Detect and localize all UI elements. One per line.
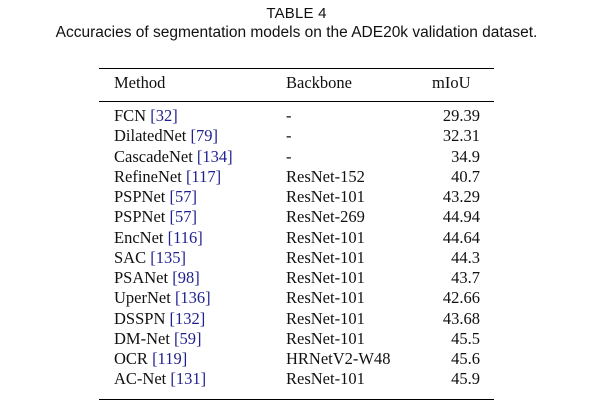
- top-rule: [99, 68, 494, 70]
- miou-cell: 43.29: [442, 187, 480, 206]
- backbone-cell: ResNet-101: [286, 308, 365, 328]
- backbone-cell: ResNet-152: [286, 166, 365, 186]
- miou-cell: 32.31: [442, 126, 480, 146]
- table-row: FCN [32] - 29.39: [0, 106, 593, 126]
- citation-link[interactable]: [59]: [174, 328, 202, 348]
- citation-link[interactable]: [119]: [152, 349, 188, 368]
- miou-cell: 29.39: [442, 106, 480, 125]
- method-cell: CascadeNet [134]: [114, 147, 233, 167]
- table-row: RefineNet [117] ResNet-152 40.7: [0, 167, 593, 187]
- backbone-cell: -: [286, 146, 292, 166]
- header-miou: mIoU: [432, 73, 471, 92]
- method-cell: FCN [32]: [114, 106, 178, 126]
- miou-cell: 40.7: [451, 166, 480, 186]
- method-cell: OCR [119]: [114, 349, 187, 369]
- backbone-cell: -: [286, 106, 292, 125]
- method-cell: PSANet [98]: [114, 268, 200, 288]
- method-name: PSPNet: [114, 207, 166, 227]
- method-cell: UperNet [136]: [114, 288, 211, 308]
- miou-cell: 43.7: [451, 268, 480, 287]
- backbone-cell: ResNet-101: [286, 288, 365, 308]
- miou-cell: 45.6: [451, 349, 480, 368]
- backbone-cell: ResNet-269: [286, 207, 365, 227]
- method-name: PSPNet: [114, 187, 166, 206]
- citation-link[interactable]: [57]: [169, 187, 197, 206]
- citation-link[interactable]: [131]: [170, 369, 207, 389]
- table-row: CascadeNet [134] - 34.9: [0, 147, 593, 167]
- table-row: AC-Net [131] ResNet-101 45.9: [0, 369, 593, 389]
- method-cell: DSSPN [132]: [114, 309, 205, 329]
- backbone-cell: ResNet-101: [286, 227, 365, 247]
- citation-link[interactable]: [117]: [185, 166, 222, 186]
- backbone-cell: ResNet-101: [286, 268, 365, 287]
- table-row: UperNet [136] ResNet-101 42.66: [0, 288, 593, 308]
- method-name: AC-Net: [114, 369, 167, 389]
- table-row: PSPNet [57] ResNet-101 43.29: [0, 187, 593, 207]
- citation-link[interactable]: [132]: [169, 308, 206, 328]
- miou-cell: 44.64: [442, 227, 480, 247]
- miou-cell: 42.66: [442, 288, 480, 308]
- method-name: OCR: [114, 349, 148, 368]
- table-row: PSPNet [57] ResNet-269 44.94: [0, 207, 593, 227]
- header-method: Method: [114, 73, 166, 92]
- citation-link[interactable]: [79]: [190, 126, 219, 146]
- citation-link[interactable]: [135]: [150, 247, 186, 267]
- miou-cell: 45.9: [451, 369, 480, 389]
- method-name: SAC: [114, 247, 147, 267]
- method-cell: PSPNet [57]: [114, 207, 197, 227]
- backbone-cell: ResNet-101: [286, 247, 365, 267]
- table-caption: Accuracies of segmentation models on the…: [55, 24, 538, 41]
- method-cell: AC-Net [131]: [114, 369, 206, 389]
- backbone-cell: ResNet-101: [286, 328, 365, 348]
- table-label: TABLE 4: [266, 5, 327, 22]
- table-row: DilatedNet [79] - 32.31: [0, 126, 593, 146]
- method-cell: SAC [135]: [114, 248, 186, 268]
- table-row: PSANet [98] ResNet-101 43.7: [0, 268, 593, 288]
- miou-cell: 34.9: [451, 146, 480, 166]
- citation-link[interactable]: [98]: [172, 268, 200, 287]
- citation-link[interactable]: [116]: [167, 227, 203, 247]
- method-cell: EncNet [116]: [114, 228, 203, 248]
- method-name: CascadeNet: [114, 146, 193, 166]
- method-name: DSSPN: [114, 308, 166, 328]
- bottom-rule: [99, 399, 494, 401]
- backbone-cell: ResNet-101: [286, 369, 365, 389]
- method-cell: PSPNet [57]: [114, 187, 197, 207]
- table-row: EncNet [116] ResNet-101 44.64: [0, 228, 593, 248]
- method-cell: DM-Net [59]: [114, 329, 202, 349]
- method-name: UperNet: [114, 288, 171, 308]
- header-backbone: Backbone: [286, 73, 352, 92]
- method-name: EncNet: [114, 227, 164, 247]
- citation-link[interactable]: [136]: [174, 288, 211, 308]
- miou-cell: 45.5: [451, 328, 480, 348]
- table-row: DSSPN [132] ResNet-101 43.68: [0, 309, 593, 329]
- header-rule: [99, 101, 494, 102]
- method-name: FCN: [114, 106, 147, 125]
- method-name: PSANet: [114, 268, 169, 287]
- backbone-cell: -: [286, 126, 292, 146]
- method-name: RefineNet: [114, 166, 182, 186]
- method-cell: DilatedNet [79]: [114, 126, 218, 146]
- citation-link[interactable]: [57]: [169, 207, 197, 227]
- miou-cell: 44.3: [451, 247, 480, 267]
- table-row: OCR [119] HRNetV2-W48 45.6: [0, 349, 593, 369]
- miou-cell: 43.68: [442, 308, 480, 328]
- method-name: DilatedNet: [114, 126, 187, 146]
- method-cell: RefineNet [117]: [114, 167, 221, 187]
- backbone-cell: ResNet-101: [286, 187, 365, 206]
- method-name: DM-Net: [114, 328, 170, 348]
- table-row: SAC [135] ResNet-101 44.3: [0, 248, 593, 268]
- table-row: DM-Net [59] ResNet-101 45.5: [0, 329, 593, 349]
- citation-link[interactable]: [134]: [196, 146, 233, 166]
- backbone-cell: HRNetV2-W48: [286, 349, 391, 368]
- citation-link[interactable]: [32]: [150, 106, 178, 125]
- miou-cell: 44.94: [442, 207, 480, 227]
